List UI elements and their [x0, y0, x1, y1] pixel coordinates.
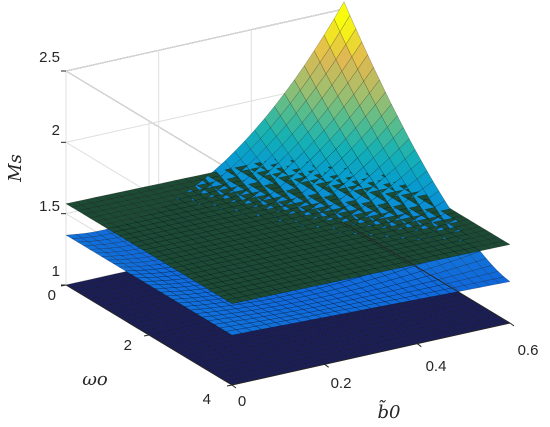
x-tick-mark	[417, 343, 422, 348]
y-tick-label: 4	[203, 391, 211, 408]
x-tick-label: 0.6	[518, 342, 539, 359]
tick-marks	[60, 70, 515, 389]
x-axis-label: b̃0	[378, 400, 401, 423]
x-tick-label: 0	[238, 393, 246, 410]
surfaces	[65, 1, 511, 386]
x-tick-label: 0.4	[426, 358, 447, 375]
x-axis-line	[231, 322, 511, 386]
grid-line	[65, 70, 233, 172]
x-tick-labels: 0 0.2 0.4 0.6	[238, 342, 539, 410]
y-tick-label: 2	[124, 337, 132, 354]
z-tick-label: 1.5	[39, 198, 60, 215]
z-tick-labels: 1 1.5 2 2.5	[39, 49, 60, 280]
z-tick-label: 2	[52, 122, 60, 139]
z-tick-label: 1	[52, 263, 60, 280]
z-axis-label: Ms	[5, 154, 26, 183]
surface-patch	[493, 240, 511, 247]
y-tick-mark	[226, 384, 233, 387]
y-axis-label: ωo	[82, 369, 108, 390]
x-tick-mark	[509, 322, 515, 327]
x-tick-mark	[324, 363, 329, 368]
z-tick-label: 2.5	[39, 49, 60, 66]
y-tick-mark	[143, 334, 150, 337]
y-tick-labels: 0 2 4	[48, 287, 211, 408]
grid-line	[65, 8, 345, 72]
surface-patch	[493, 276, 511, 284]
box-edge	[343, 222, 511, 324]
x-tick-mark	[231, 384, 237, 389]
x-tick-label: 0.2	[331, 375, 352, 392]
y-tick-label: 0	[48, 287, 56, 304]
